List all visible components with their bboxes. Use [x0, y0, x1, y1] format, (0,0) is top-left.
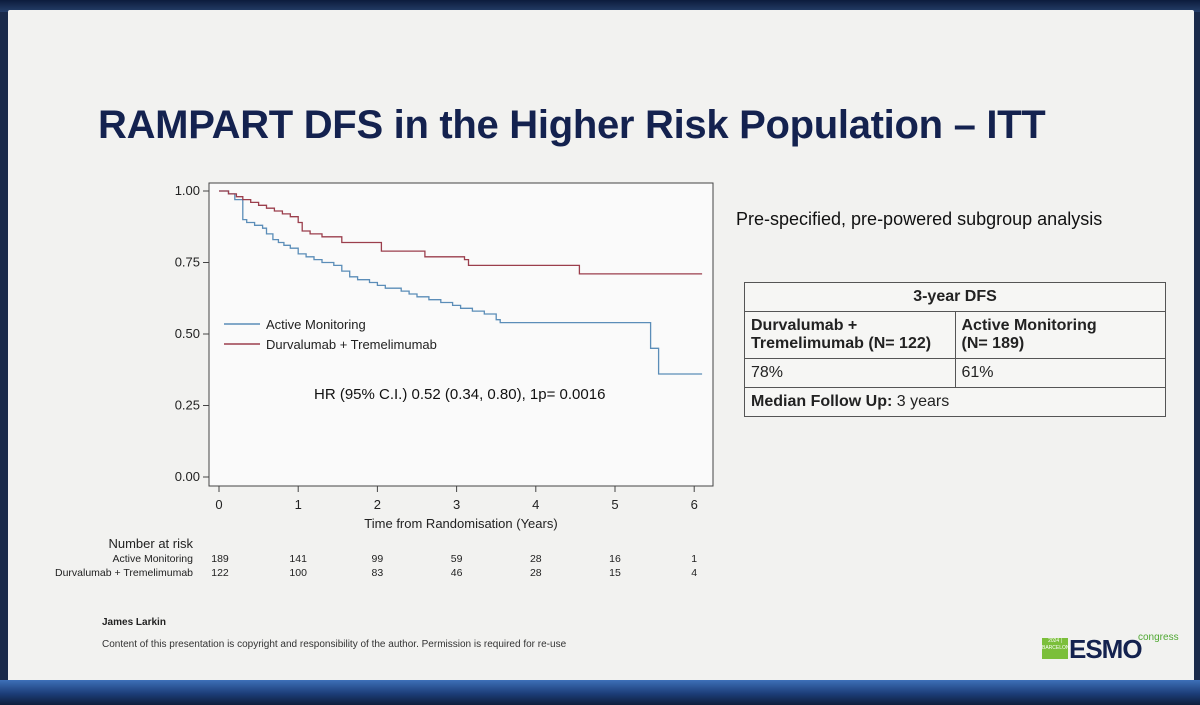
km-curve-durvalumab-tremelimumab: [219, 190, 703, 275]
x-axis-label: Time from Randomisation (Years): [364, 516, 557, 531]
active-monitoring-header: Active Monitoring (N= 189): [954, 311, 1166, 359]
risk-count: 16: [609, 553, 621, 565]
risk-count: 28: [530, 553, 542, 565]
risk-count: 4: [691, 567, 697, 579]
risk-count: 99: [372, 553, 384, 565]
x-tick-label: 1: [295, 497, 302, 512]
risk-count: 83: [372, 567, 384, 579]
legend-label: Active Monitoring: [266, 317, 366, 332]
risk-count: 59: [451, 553, 463, 565]
copyright-notice: Content of this presentation is copyrigh…: [102, 639, 567, 650]
risk-count: 141: [289, 553, 307, 565]
bottom-bezel: [0, 680, 1200, 705]
x-tick-label: 2: [374, 497, 381, 512]
esmo-logo: 2024 | BARCELONA ESMO congress: [1042, 632, 1182, 664]
durva-treme-header: Durvalumab + Tremelimumab (N= 122): [744, 311, 956, 359]
dfs-table-header: 3-year DFS: [744, 282, 1166, 312]
risk-row-label: Durvalumab + Tremelimumab: [55, 567, 193, 579]
slide-title: RAMPART DFS in the Higher Risk Populatio…: [98, 103, 1046, 147]
risk-count: 1: [691, 553, 697, 565]
plot-frame: [208, 182, 714, 487]
risk-count: 100: [289, 567, 307, 579]
risk-count: 122: [211, 567, 229, 579]
y-tick-label: 1.00: [175, 183, 200, 198]
km-curve-active-monitoring: [219, 190, 703, 375]
median-followup: Median Follow Up: 3 years: [744, 387, 1166, 417]
risk-count: 28: [530, 567, 542, 579]
subgroup-subtitle: Pre-specified, pre-powered subgroup anal…: [736, 209, 1103, 229]
active-monitoring-dfs-value: 61%: [954, 358, 1166, 388]
y-tick-label: 0.25: [175, 398, 200, 413]
legend-label: Durvalumab + Tremelimumab: [266, 337, 437, 352]
risk-row-label: Active Monitoring: [112, 553, 193, 565]
author-name: James Larkin: [102, 617, 166, 628]
top-bezel: [0, 0, 1200, 12]
x-tick-label: 3: [453, 497, 460, 512]
esmo-logo-badge: 2024 | BARCELONA: [1042, 638, 1073, 659]
x-tick-label: 6: [691, 497, 698, 512]
esmo-logo-text: ESMO: [1069, 634, 1143, 664]
risk-count: 46: [451, 567, 463, 579]
esmo-logo-congress: congress: [1138, 632, 1179, 643]
risk-count: 15: [609, 567, 621, 579]
x-tick-label: 0: [215, 497, 222, 512]
hazard-ratio-text: HR (95% C.I.) 0.52 (0.34, 0.80), 1p= 0.0…: [314, 386, 606, 403]
x-tick-label: 5: [611, 497, 618, 512]
y-tick-label: 0.75: [175, 255, 200, 270]
durva-treme-dfs-value: 78%: [744, 358, 956, 388]
risk-count: 189: [211, 553, 229, 565]
y-tick-label: 0.00: [175, 469, 200, 484]
risk-table-title: Number at risk: [108, 536, 193, 551]
x-tick-label: 4: [532, 497, 539, 512]
y-tick-label: 0.50: [175, 326, 200, 341]
dfs-table: 3-year DFS Durvalumab + Tremelimumab (N=…: [744, 282, 1166, 417]
